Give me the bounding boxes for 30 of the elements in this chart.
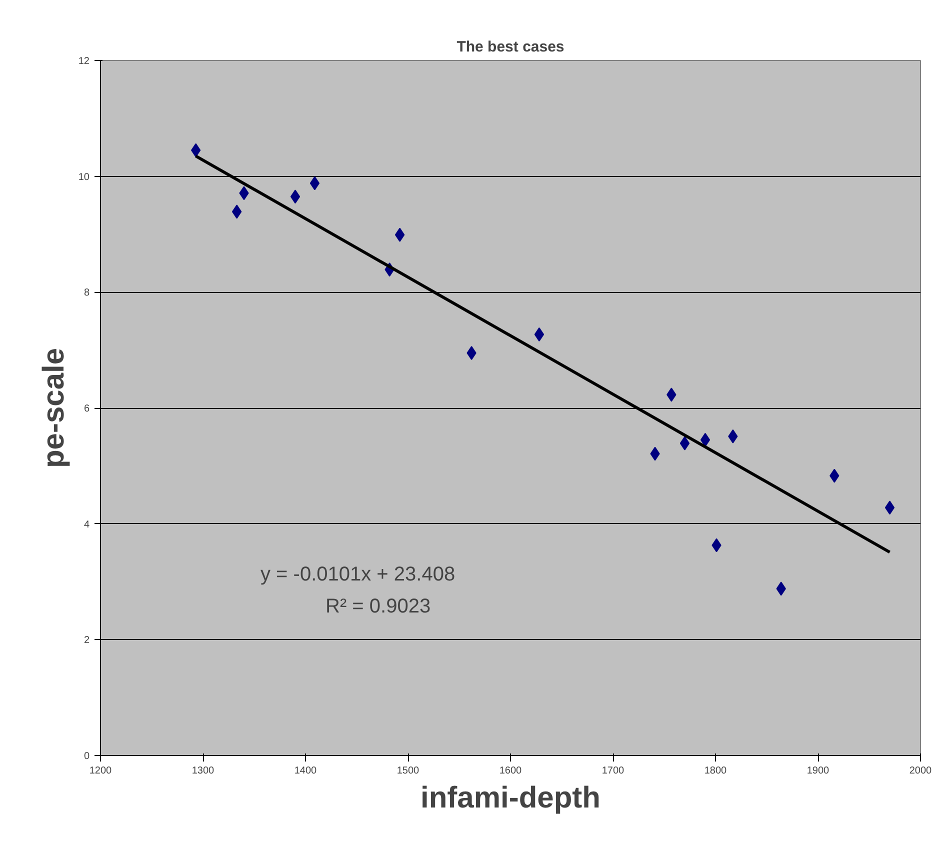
x-tick-label: 1600 bbox=[499, 766, 522, 776]
point bbox=[310, 176, 320, 190]
x-tick-label: 1500 bbox=[396, 766, 420, 776]
point bbox=[290, 190, 300, 204]
point bbox=[534, 327, 544, 342]
x-tick-label: 1300 bbox=[192, 766, 215, 776]
annotation: R² = 0.9023 bbox=[326, 596, 431, 618]
y-tick-label: 12 bbox=[78, 56, 90, 67]
x-tick-label: 1400 bbox=[294, 766, 318, 776]
y-tick-label: 10 bbox=[78, 172, 90, 183]
x-tick-label: 1700 bbox=[602, 766, 625, 776]
y-tick-label: 0 bbox=[84, 751, 90, 762]
y-tick-label: 8 bbox=[84, 288, 90, 299]
x-tick-label: 1900 bbox=[806, 766, 830, 776]
annotation: y = -0.0101x + 23.408 bbox=[260, 564, 456, 586]
y-tick-label: 6 bbox=[84, 404, 90, 414]
x-tick-label: 1200 bbox=[89, 766, 112, 776]
x-tick-label: 2000 bbox=[909, 766, 932, 776]
point bbox=[190, 143, 201, 158]
point bbox=[394, 228, 405, 242]
y-tick-label: 4 bbox=[84, 519, 90, 530]
x-tick-label: 1800 bbox=[704, 766, 728, 776]
x-axis-title: infami-depth bbox=[420, 782, 601, 814]
point bbox=[884, 500, 895, 515]
y-tick-label: 2 bbox=[84, 635, 90, 646]
chart-title: The best cases bbox=[456, 38, 564, 56]
point bbox=[232, 204, 242, 219]
point bbox=[700, 432, 710, 447]
y-axis-title: pe-scale bbox=[37, 348, 70, 468]
point bbox=[680, 436, 690, 450]
